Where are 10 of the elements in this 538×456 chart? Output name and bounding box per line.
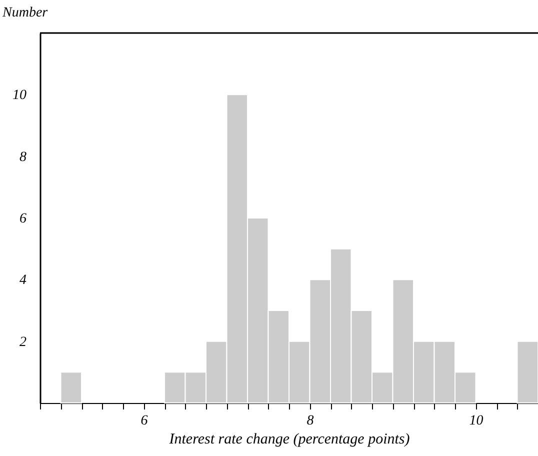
- x-tick-label: 10: [469, 414, 484, 428]
- x-tick-label: 8: [306, 414, 314, 428]
- y-axis-title: Number: [2, 6, 48, 20]
- y-tick-label: 6: [20, 212, 26, 226]
- y-tick-label: 4: [20, 273, 26, 288]
- x-tick-label: 6: [140, 414, 148, 428]
- x-axis-title: Interest rate change (percentage points): [168, 432, 410, 448]
- y-tick-label: 2: [20, 334, 26, 350]
- y-tick-label: 10: [12, 88, 26, 104]
- y-tick-label: 8: [20, 150, 26, 165]
